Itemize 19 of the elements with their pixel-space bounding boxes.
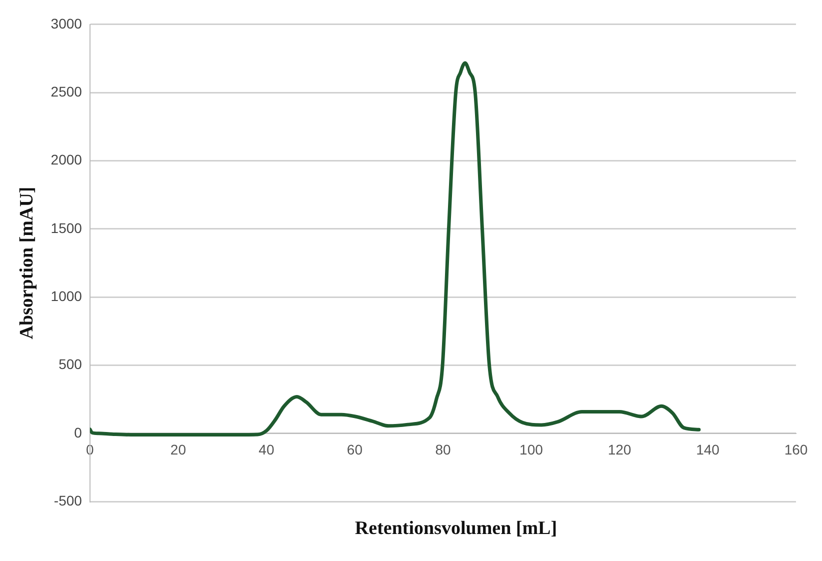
- y-tick-label: 3000: [50, 15, 82, 32]
- x-tick-label: 160: [784, 442, 808, 458]
- y-tick-label: 500: [58, 356, 82, 372]
- x-axis-title: Retentionsvolumen [mL]: [354, 518, 558, 540]
- y-tick-label: 1500: [50, 220, 82, 236]
- x-tick-label: 80: [435, 442, 451, 458]
- x-tick-label: 40: [258, 442, 274, 458]
- y-tick-label: 1000: [50, 288, 82, 304]
- line-series: [90, 61, 701, 437]
- y-axis-title: Absorption [mAU]: [16, 186, 38, 340]
- y-tick-label: 0: [74, 424, 82, 440]
- x-tick-label: 20: [170, 442, 186, 458]
- y-tick-label: 2500: [50, 83, 82, 100]
- y-tick-label: 2000: [50, 152, 82, 168]
- x-tick-label: 140: [696, 442, 720, 458]
- x-tick-label: 60: [346, 442, 363, 458]
- y-tick-label: -500: [54, 492, 82, 508]
- x-tick-label: 100: [520, 442, 544, 458]
- x-tick-label: 120: [608, 442, 632, 458]
